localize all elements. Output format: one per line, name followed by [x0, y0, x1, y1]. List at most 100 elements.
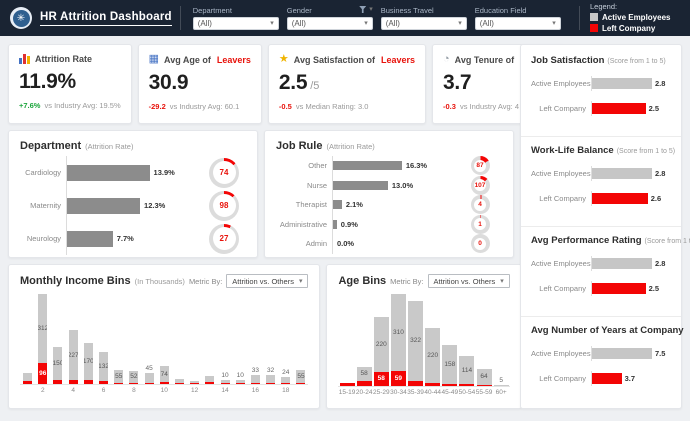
active-employees-segment[interactable] [281, 377, 291, 383]
active-employees-segment[interactable]: 74 [159, 366, 169, 383]
donut-gauge[interactable]: 74 [209, 157, 239, 188]
active-employees-bar[interactable] [592, 258, 652, 269]
left-company-segment[interactable] [459, 384, 475, 386]
left-company-bar[interactable] [592, 373, 622, 384]
left-company-segment[interactable]: 58 [373, 371, 389, 386]
left-company-segment[interactable] [296, 382, 306, 384]
filter-dropdown[interactable]: (All) ▾ [474, 17, 561, 30]
active-employees-segment[interactable] [235, 380, 245, 383]
stacked-bar[interactable] [281, 377, 291, 384]
left-company-segment[interactable] [99, 381, 109, 384]
left-company-segment[interactable] [281, 382, 291, 384]
metric-by-select[interactable]: Attrition vs. Others ▾ [226, 274, 309, 288]
left-company-bar[interactable] [592, 103, 646, 114]
left-company-segment[interactable] [129, 382, 139, 384]
active-employees-segment[interactable]: 55 [296, 370, 306, 383]
left-company-segment[interactable] [114, 382, 124, 384]
active-employees-segment[interactable] [205, 376, 215, 383]
active-employees-segment[interactable]: 64 [476, 368, 492, 385]
attrition-bar[interactable] [67, 164, 150, 181]
attrition-bar[interactable] [333, 161, 402, 171]
filter-funnel-icon[interactable] [359, 6, 367, 13]
active-employees-segment[interactable] [493, 384, 509, 386]
left-company-segment[interactable] [190, 382, 200, 384]
stacked-bar[interactable] [235, 380, 245, 384]
stacked-bar[interactable]: 220 [425, 328, 441, 386]
attrition-bar[interactable] [333, 200, 342, 210]
left-company-segment[interactable] [266, 382, 276, 384]
stacked-bar[interactable]: 52 [129, 371, 139, 384]
active-employees-segment[interactable]: 322 [408, 300, 424, 382]
left-company-segment[interactable] [235, 382, 245, 384]
stacked-bar[interactable]: 220 58 [373, 316, 389, 386]
stacked-bar[interactable]: 310 59 [390, 294, 406, 386]
left-company-segment[interactable] [174, 382, 184, 384]
stacked-bar[interactable]: 58 [356, 366, 372, 386]
stacked-bar[interactable]: 55 [296, 370, 306, 384]
attrition-bar[interactable] [67, 197, 141, 214]
active-employees-segment[interactable]: 170 [83, 342, 93, 381]
stacked-bar[interactable] [23, 372, 33, 384]
stacked-bar[interactable] [205, 376, 215, 384]
stacked-bar[interactable]: 55 [114, 370, 124, 384]
attrition-bar[interactable] [333, 180, 388, 190]
left-company-segment[interactable] [83, 380, 93, 384]
left-company-segment[interactable] [356, 381, 372, 386]
left-company-segment[interactable] [205, 382, 215, 384]
left-company-segment[interactable] [220, 382, 230, 384]
stacked-bar[interactable] [174, 378, 184, 384]
stacked-bar[interactable]: 322 [408, 300, 424, 386]
stacked-bar[interactable] [493, 384, 509, 386]
stacked-bar[interactable] [190, 380, 200, 384]
filter-dropdown[interactable]: (All) ▾ [192, 17, 279, 30]
active-employees-segment[interactable]: 52 [129, 371, 139, 383]
active-employees-segment[interactable] [23, 372, 33, 382]
stacked-bar[interactable]: 64 [476, 368, 492, 386]
stacked-bar[interactable] [339, 383, 355, 386]
active-employees-segment[interactable]: 220 [425, 328, 441, 384]
donut-gauge[interactable]: 98 [209, 190, 239, 221]
active-employees-bar[interactable] [592, 78, 652, 89]
stacked-bar[interactable]: 227 [68, 329, 78, 384]
donut-gauge[interactable]: 1 [470, 214, 490, 234]
active-employees-segment[interactable] [190, 380, 200, 383]
active-employees-segment[interactable]: 55 [114, 370, 124, 383]
left-company-segment[interactable] [68, 380, 78, 384]
left-company-segment[interactable]: 59 [390, 371, 406, 386]
attrition-bar[interactable] [67, 230, 113, 247]
metric-by-select[interactable]: Attrition vs. Others ▾ [427, 274, 510, 288]
donut-gauge[interactable]: 107 [470, 175, 490, 195]
left-company-bar[interactable] [592, 283, 646, 294]
active-employees-segment[interactable]: 227 [68, 329, 78, 381]
donut-gauge[interactable]: 27 [209, 223, 239, 254]
left-company-segment[interactable] [339, 383, 355, 386]
active-employees-bar[interactable] [592, 168, 652, 179]
stacked-bar[interactable] [144, 372, 154, 384]
stacked-bar[interactable] [220, 380, 230, 384]
left-company-segment[interactable] [144, 382, 154, 384]
attrition-bar[interactable] [333, 219, 337, 229]
left-company-bar[interactable] [592, 193, 648, 204]
stacked-bar[interactable]: 158 [442, 344, 458, 386]
active-employees-segment[interactable]: 150 [53, 347, 63, 381]
left-company-segment[interactable] [476, 384, 492, 386]
active-employees-bar[interactable] [592, 348, 652, 359]
stacked-bar[interactable]: 74 [159, 366, 169, 384]
left-company-segment[interactable] [53, 380, 63, 384]
left-company-segment[interactable]: 96 [38, 362, 48, 384]
active-employees-segment[interactable] [174, 378, 184, 383]
stacked-bar[interactable]: 114 [459, 355, 475, 386]
donut-gauge[interactable]: 87 [470, 156, 490, 176]
active-employees-segment[interactable]: 220 [373, 316, 389, 372]
donut-gauge[interactable]: 0 [470, 234, 490, 254]
left-company-segment[interactable] [23, 381, 33, 384]
active-employees-segment[interactable]: 158 [442, 344, 458, 385]
left-company-segment[interactable] [159, 382, 169, 384]
stacked-bar[interactable] [266, 375, 276, 384]
active-employees-segment[interactable]: 114 [459, 355, 475, 385]
stacked-bar[interactable]: 132 [99, 352, 109, 384]
active-employees-segment[interactable] [266, 375, 276, 383]
active-employees-segment[interactable]: 58 [356, 366, 372, 382]
stacked-bar[interactable]: 312 96 [38, 294, 48, 384]
active-employees-segment[interactable]: 132 [99, 352, 109, 382]
